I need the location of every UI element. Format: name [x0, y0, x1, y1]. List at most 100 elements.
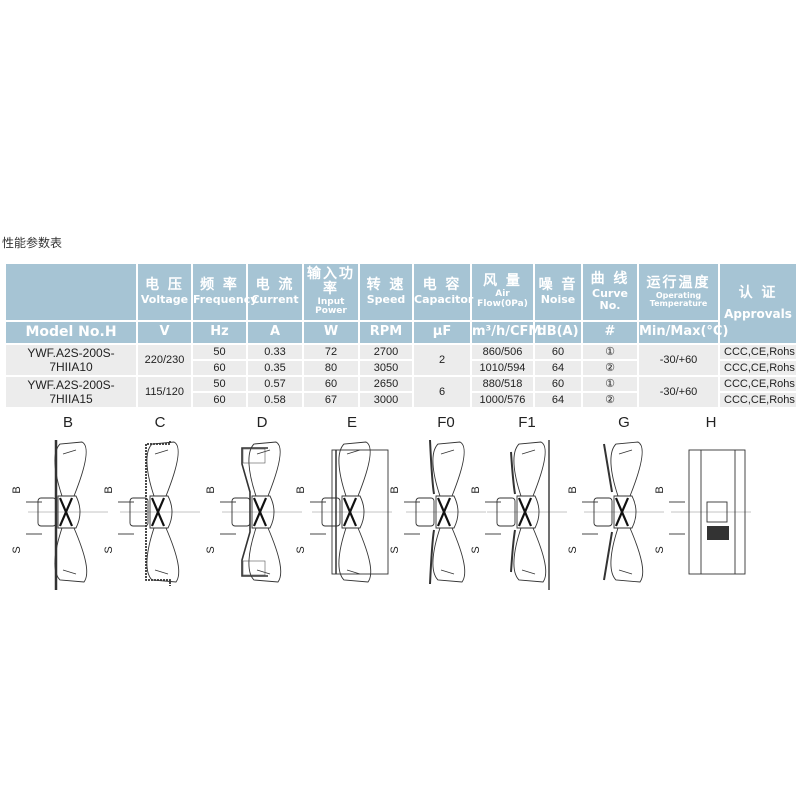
column-header: 曲 线 Curve No.	[583, 264, 637, 320]
header-en: Frequency	[193, 292, 258, 306]
header-cn: 认 证	[738, 285, 778, 302]
frequency-cell: 50	[193, 345, 246, 359]
header-en: Capacitor	[414, 292, 474, 306]
temperature-cell: -30/+60	[639, 377, 718, 407]
noise-cell: 60	[535, 377, 581, 391]
airflow-cell: 860/506	[472, 345, 533, 359]
unit-header: Min/Max(°C)	[639, 322, 728, 343]
approvals-cell: CCC,CE,Rohs	[720, 393, 796, 407]
header-cn: 电 容	[422, 277, 462, 294]
diagram-label: B	[62, 414, 74, 431]
page-title: 性能参数表	[2, 236, 63, 250]
column-header: 电 压 Voltage	[138, 264, 191, 320]
speed-cell: 3050	[360, 361, 412, 375]
nozzle-mount-fan-drawing: BS	[389, 440, 486, 585]
approvals-cell: CCC,CE,Rohs	[720, 377, 796, 391]
noise-cell: 64	[535, 393, 581, 407]
power-cell: 72	[304, 345, 358, 359]
speed-cell: 2700	[360, 345, 412, 359]
nozzle-frame-mount-fan-drawing: BS	[470, 440, 567, 590]
current-cell: 0.33	[248, 345, 302, 359]
svg-text:S: S	[567, 546, 579, 553]
column-header: 风 量 Air Flow(0Pa)	[472, 264, 533, 320]
frequency-cell: 60	[193, 361, 246, 375]
curve-cell: ②	[583, 361, 637, 375]
header-en: Voltage	[140, 292, 189, 306]
svg-text:B: B	[654, 486, 666, 493]
column-header: 电 容 Capacitor	[414, 264, 474, 320]
model-cell: YWF.A2S-200S-7HIIA10	[6, 345, 136, 375]
column-header: 转 速 Speed	[360, 264, 412, 320]
column-header: 噪 音 Noise	[535, 264, 581, 320]
svg-text:S: S	[103, 546, 115, 553]
unit-header: V	[138, 322, 191, 343]
unit-header: dB(A)	[535, 322, 581, 343]
svg-text:B: B	[103, 486, 115, 493]
table-row: YWF.A2S-200S-7HIIA10 220/230 50 0.33 72 2700 2…	[6, 345, 796, 375]
curve-cell: ①	[583, 345, 637, 359]
svg-text:B: B	[11, 486, 23, 493]
header-cn: 运行温度	[646, 275, 711, 292]
power-cell: 60	[304, 377, 358, 391]
column-header: 频 率 Frequency	[193, 264, 258, 320]
diagram-label: D	[256, 414, 268, 431]
voltage-cell: 220/230	[138, 345, 191, 375]
curve-cell: ②	[583, 393, 637, 407]
bracket-mount-fan-drawing: BS	[103, 440, 200, 586]
svg-text:S: S	[205, 546, 217, 553]
frequency-cell: 60	[193, 393, 246, 407]
voltage-cell: 115/120	[138, 377, 191, 407]
svg-text:S: S	[11, 546, 23, 553]
table-row: YWF.A2S-200S-7HIIA15 115/120 50 0.57 60 2650 6…	[6, 377, 796, 407]
unit-header: m³/h/CFM	[472, 322, 541, 343]
current-cell: 0.58	[248, 393, 302, 407]
header-cn: 电 压	[145, 277, 184, 294]
header-cn: 风 量	[483, 273, 522, 290]
approvals-cell: CCC,CE,Rohs	[720, 361, 796, 375]
diagram-label: C	[154, 414, 166, 431]
svg-text:S: S	[389, 546, 401, 553]
header-cn: 转 速	[366, 277, 406, 294]
unit-header: A	[248, 322, 302, 343]
diagram-label: F0	[437, 414, 455, 431]
column-header: 运行温度 Operating Temperature	[639, 264, 718, 320]
header-cn: 频 率	[200, 277, 239, 294]
ring-mount-fan-drawing: BS	[295, 441, 392, 583]
header-cn: 输入功率	[307, 265, 355, 298]
diagram-label: E	[346, 414, 358, 431]
svg-text:B: B	[205, 486, 217, 493]
power-cell: 80	[304, 361, 358, 375]
speed-cell: 3000	[360, 393, 412, 407]
svg-text:S: S	[654, 546, 666, 553]
airflow-cell: 880/518	[472, 377, 533, 391]
header-en: Approvals	[724, 306, 792, 321]
header-cn: 噪 音	[538, 277, 578, 294]
approvals-cell: CCC,CE,Rohs	[720, 345, 796, 359]
mounting-diagrams: B B S C B S D B S E B S F0 B S F1 B S G B S H B S	[0, 412, 800, 602]
current-cell: 0.57	[248, 377, 302, 391]
curve-cell: ①	[583, 377, 637, 391]
svg-text:S: S	[470, 546, 482, 553]
capacitor-cell: 6	[414, 377, 470, 407]
current-cell: 0.35	[248, 361, 302, 375]
speed-cell: 2650	[360, 377, 412, 391]
diagram-label: H	[705, 414, 717, 431]
capacitor-cell: 2	[414, 345, 470, 375]
column-header: 输入功率 Input Power	[304, 264, 358, 320]
shroud-mount-fan-drawing: BS	[205, 441, 302, 583]
header-en: Air Flow(0Pa)	[477, 288, 528, 309]
unit-header: W	[304, 322, 358, 343]
svg-text:S: S	[295, 546, 307, 553]
diagram-label: G	[618, 414, 630, 431]
box-mount-fan-drawing: BS	[654, 449, 751, 575]
airflow-cell: 1000/576	[472, 393, 533, 407]
svg-text:B: B	[389, 486, 401, 493]
unit-header: µF	[414, 322, 470, 343]
header-en: Operating Temperature	[649, 290, 708, 308]
header-blank	[6, 264, 136, 320]
performance-table: 电 压 Voltage 频 率 Frequency 电 流 Current 输入功率 Inpu…	[4, 262, 798, 409]
unit-header: RPM	[360, 322, 412, 343]
header-en: Noise	[540, 292, 576, 306]
header-en: Curve No.	[592, 286, 628, 312]
header-cn: 曲 线	[590, 271, 630, 288]
